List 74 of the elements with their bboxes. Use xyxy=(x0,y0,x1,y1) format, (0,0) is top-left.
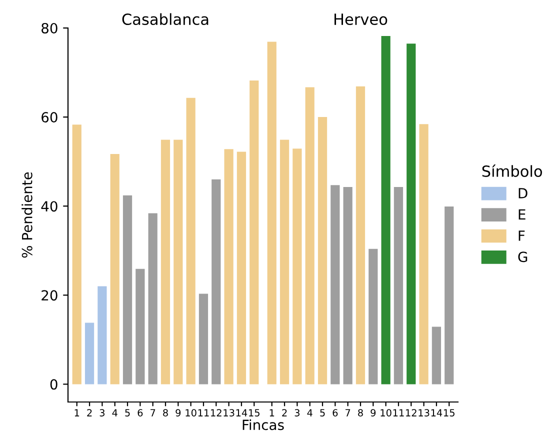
bar xyxy=(198,294,208,384)
bar xyxy=(148,213,158,384)
x-tick-label: 6 xyxy=(138,409,143,416)
x-tick-label: 13 xyxy=(418,409,430,416)
x-tick-label: 11 xyxy=(198,409,209,416)
x-tick-label: 6 xyxy=(332,409,338,416)
x-tick-label: 4 xyxy=(307,409,312,416)
x-tick-label: 15 xyxy=(249,409,260,416)
x-tick-label: 7 xyxy=(150,409,156,416)
bar xyxy=(394,186,404,384)
x-tick-label: 3 xyxy=(100,409,104,416)
bar xyxy=(212,179,221,384)
legend-title: Símbolo xyxy=(482,164,542,177)
bar xyxy=(224,149,234,384)
x-tick-label: 9 xyxy=(370,409,376,416)
x-tick-label: 5 xyxy=(125,409,130,416)
bar xyxy=(343,186,352,384)
chart-title: Herveo xyxy=(334,14,388,26)
x-tick-label: 1 xyxy=(74,409,80,416)
x-tick-label: 2 xyxy=(282,409,287,416)
x-axis-title: Fincas xyxy=(242,419,284,430)
legend-label: F xyxy=(518,230,525,241)
y-tick-label: 60 xyxy=(42,112,58,123)
legend-label: G xyxy=(518,252,528,262)
x-tick-label: 3 xyxy=(294,409,300,416)
bar xyxy=(280,140,290,384)
x-tick-label: 10 xyxy=(380,409,392,416)
bar xyxy=(368,248,378,384)
bar xyxy=(318,117,328,384)
x-tick-label: 14 xyxy=(236,409,248,416)
x-tick-label: 8 xyxy=(358,409,363,416)
bar xyxy=(305,87,314,384)
x-tick-label: 12 xyxy=(211,409,222,416)
x-tick-label: 11 xyxy=(393,409,404,416)
legend-label: E xyxy=(518,209,526,220)
bar xyxy=(356,86,366,384)
x-tick-label: 13 xyxy=(224,409,234,416)
y-tick-label: 80 xyxy=(42,22,58,34)
x-tick-label: 4 xyxy=(112,409,118,416)
bar xyxy=(432,326,442,384)
x-tick-label: 7 xyxy=(346,409,350,416)
bar xyxy=(330,185,340,384)
chart-title: Casablanca xyxy=(122,13,208,26)
bar xyxy=(292,148,302,384)
bar xyxy=(250,80,259,384)
x-tick-label: 10 xyxy=(186,409,196,416)
x-tick-label: 1 xyxy=(270,409,274,416)
bar xyxy=(186,98,196,384)
bar xyxy=(84,322,94,384)
y-tick-label: 40 xyxy=(41,201,58,212)
bar xyxy=(419,124,428,384)
x-tick-label: 14 xyxy=(431,409,442,416)
x-tick-label: 5 xyxy=(320,409,325,416)
bar xyxy=(110,154,120,384)
bar xyxy=(444,206,454,384)
x-tick-label: 8 xyxy=(163,409,168,416)
bar xyxy=(267,42,276,384)
legend-label: D xyxy=(518,188,528,198)
x-tick-label: 15 xyxy=(444,409,454,416)
x-tick-label: 12 xyxy=(406,409,416,416)
bar xyxy=(98,286,107,384)
bar xyxy=(381,36,390,384)
bar xyxy=(122,195,132,384)
bar xyxy=(236,152,246,384)
y-tick-label: 20 xyxy=(42,290,58,301)
y-tick-label: 0 xyxy=(50,379,58,390)
bar xyxy=(160,140,170,384)
bar xyxy=(136,268,145,384)
bar xyxy=(174,140,183,384)
bar xyxy=(72,124,82,384)
x-tick-label: 2 xyxy=(87,409,92,416)
x-tick-label: 9 xyxy=(176,409,181,416)
y-axis-title: % Pendiente xyxy=(22,172,32,258)
bar xyxy=(406,44,416,384)
